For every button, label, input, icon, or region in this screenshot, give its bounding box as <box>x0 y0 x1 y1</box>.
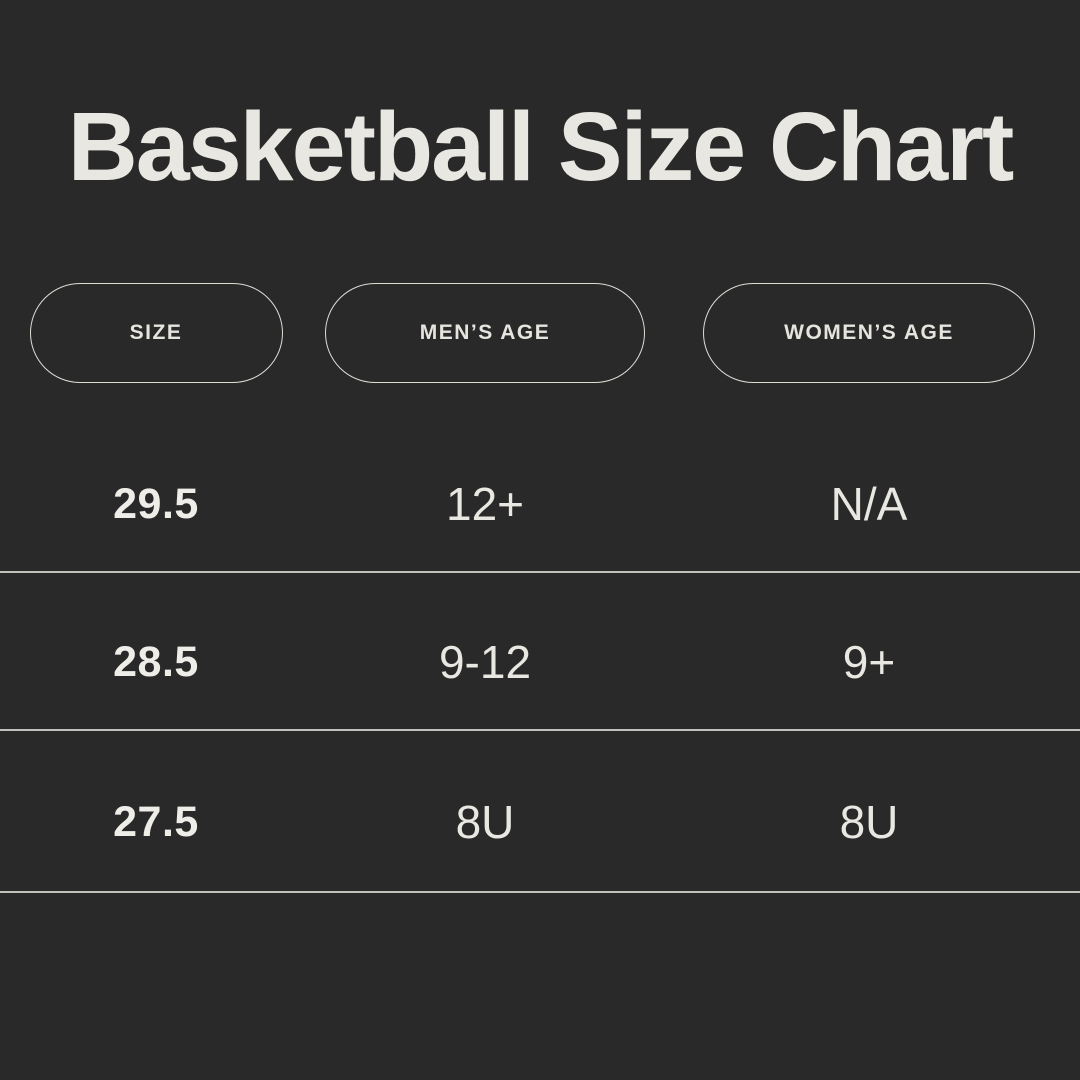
cell-womens-age: 9+ <box>842 636 896 688</box>
column-pill-size: SIZE <box>29 283 283 383</box>
cell-mens-age: 12+ <box>445 478 525 530</box>
cell-womens-age: N/A <box>830 478 908 530</box>
column-label-mens-age: MEN’S AGE <box>419 321 551 344</box>
cell-womens-age: 8U <box>839 796 899 848</box>
cell-size: 27.5 <box>113 797 199 846</box>
header-cell-womens-age: WOMEN’S AGE <box>658 283 1080 383</box>
cell-size: 28.5 <box>113 637 199 686</box>
cell-mens-age: 8U <box>455 796 515 848</box>
table-row: 27.5 8U 8U <box>0 731 1080 893</box>
header-cell-mens-age: MEN’S AGE <box>312 283 658 383</box>
cell-mens-age: 9-12 <box>438 636 532 688</box>
column-label-womens-age: WOMEN’S AGE <box>784 321 954 344</box>
table-row: 29.5 12+ N/A <box>0 415 1080 573</box>
table-header: SIZE MEN’S AGE WOMEN’S AGE <box>0 283 1080 383</box>
column-label-size: SIZE <box>129 321 183 344</box>
page-title: Basketball Size Chart <box>67 92 1015 201</box>
column-pill-mens-age: MEN’S AGE <box>325 283 645 383</box>
column-pill-womens-age: WOMEN’S AGE <box>703 283 1035 383</box>
table-row: 28.5 9-12 9+ <box>0 573 1080 731</box>
header-cell-size: SIZE <box>0 283 312 383</box>
cell-size: 29.5 <box>113 479 199 528</box>
table-body: 29.5 12+ N/A 28.5 9-12 9+ 27.5 8U 8U <box>0 415 1080 893</box>
